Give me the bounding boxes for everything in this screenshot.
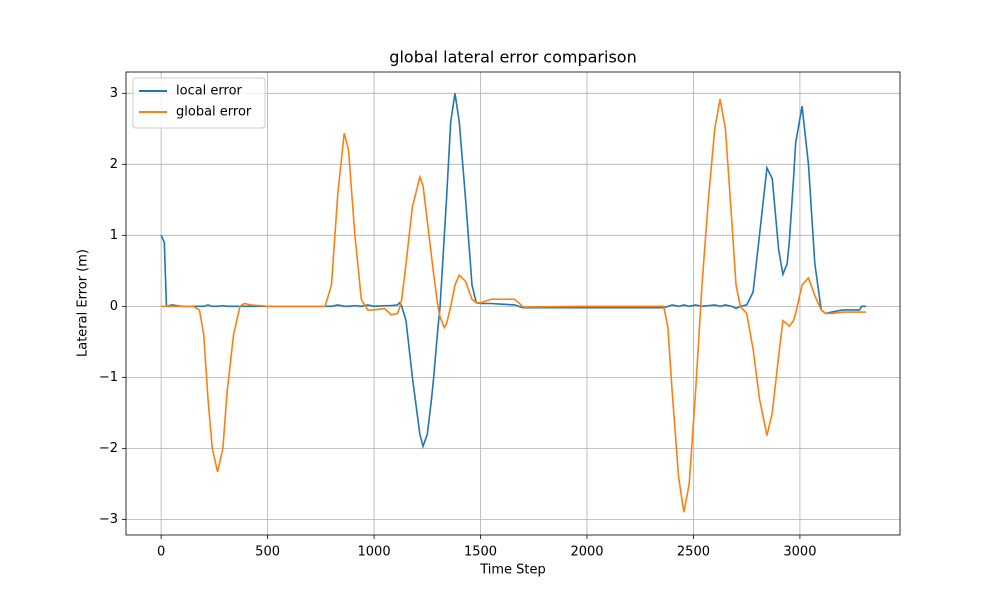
- y-axis-label: Lateral Error (m): [76, 249, 91, 357]
- x-tick-label: 2000: [570, 545, 603, 560]
- data-line: [160, 93, 866, 449]
- x-tick-label: 1000: [358, 545, 391, 560]
- chart-title: global lateral error comparison: [389, 48, 636, 67]
- x-tick-label: 1500: [464, 545, 497, 560]
- y-tick-label: 0: [110, 299, 118, 314]
- axes-frame: [125, 71, 901, 536]
- x-tick-label: 3000: [783, 545, 816, 560]
- data-line: [161, 98, 866, 513]
- legend-label: local error: [176, 84, 243, 99]
- legend-label: global error: [176, 105, 252, 120]
- y-tick-label: 2: [110, 157, 118, 172]
- x-axis-label: Time Step: [479, 563, 546, 578]
- x-tick-label: 2500: [677, 545, 710, 560]
- y-tick-label: −3: [99, 512, 118, 527]
- y-tick-label: −2: [99, 441, 118, 456]
- y-tick-label: 3: [110, 86, 118, 101]
- y-tick-label: −1: [99, 370, 118, 385]
- x-tick-label: 0: [157, 545, 165, 560]
- y-tick-label: 1: [110, 228, 118, 243]
- x-tick-label: 500: [255, 545, 280, 560]
